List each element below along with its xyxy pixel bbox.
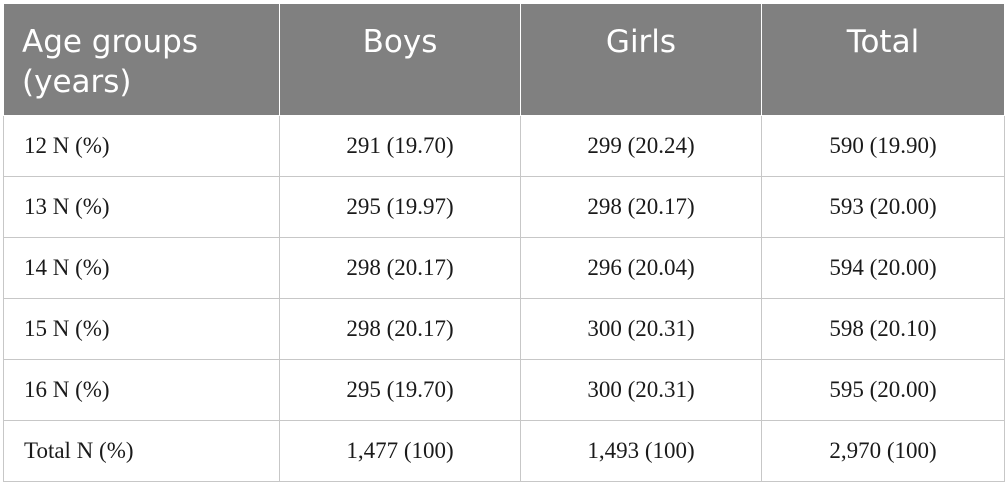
cell-total: 593 (20.00) [761, 176, 1005, 238]
cell-total: 598 (20.10) [761, 298, 1005, 360]
table-row: 15 N (%) 298 (20.17) 300 (20.31) 598 (20… [3, 298, 1005, 360]
header-age-groups: Age groups (years) [3, 3, 280, 116]
row-label: 12 N (%) [3, 115, 280, 177]
header-girls: Girls [520, 3, 762, 116]
header-boys: Boys [279, 3, 521, 116]
table-row-total: Total N (%) 1,477 (100) 1,493 (100) 2,97… [3, 420, 1005, 482]
row-label: 16 N (%) [3, 359, 280, 421]
cell-girls: 298 (20.17) [520, 176, 762, 238]
table-body: 12 N (%) 291 (19.70) 299 (20.24) 590 (19… [3, 115, 1005, 482]
row-label: Total N (%) [3, 420, 280, 482]
cell-girls: 300 (20.31) [520, 298, 762, 360]
cell-total: 2,970 (100) [761, 420, 1005, 482]
row-label: 13 N (%) [3, 176, 280, 238]
cell-boys: 298 (20.17) [279, 298, 521, 360]
table-row: 12 N (%) 291 (19.70) 299 (20.24) 590 (19… [3, 115, 1005, 177]
table-row: 14 N (%) 298 (20.17) 296 (20.04) 594 (20… [3, 237, 1005, 299]
data-table-container: Age groups (years) Boys Girls Total 12 N… [3, 3, 1005, 482]
cell-girls: 299 (20.24) [520, 115, 762, 177]
cell-boys: 291 (19.70) [279, 115, 521, 177]
cell-boys: 295 (19.70) [279, 359, 521, 421]
cell-boys: 295 (19.97) [279, 176, 521, 238]
cell-total: 594 (20.00) [761, 237, 1005, 299]
row-label: 14 N (%) [3, 237, 280, 299]
header-row: Age groups (years) Boys Girls Total [3, 3, 1005, 116]
cell-total: 590 (19.90) [761, 115, 1005, 177]
cell-boys: 298 (20.17) [279, 237, 521, 299]
table-row: 16 N (%) 295 (19.70) 300 (20.31) 595 (20… [3, 359, 1005, 421]
cell-girls: 300 (20.31) [520, 359, 762, 421]
age-gender-table: Age groups (years) Boys Girls Total 12 N… [3, 3, 1005, 482]
cell-girls: 296 (20.04) [520, 237, 762, 299]
table-row: 13 N (%) 295 (19.97) 298 (20.17) 593 (20… [3, 176, 1005, 238]
cell-girls: 1,493 (100) [520, 420, 762, 482]
cell-boys: 1,477 (100) [279, 420, 521, 482]
header-total: Total [761, 3, 1005, 116]
row-label: 15 N (%) [3, 298, 280, 360]
cell-total: 595 (20.00) [761, 359, 1005, 421]
table-header: Age groups (years) Boys Girls Total [3, 3, 1005, 116]
